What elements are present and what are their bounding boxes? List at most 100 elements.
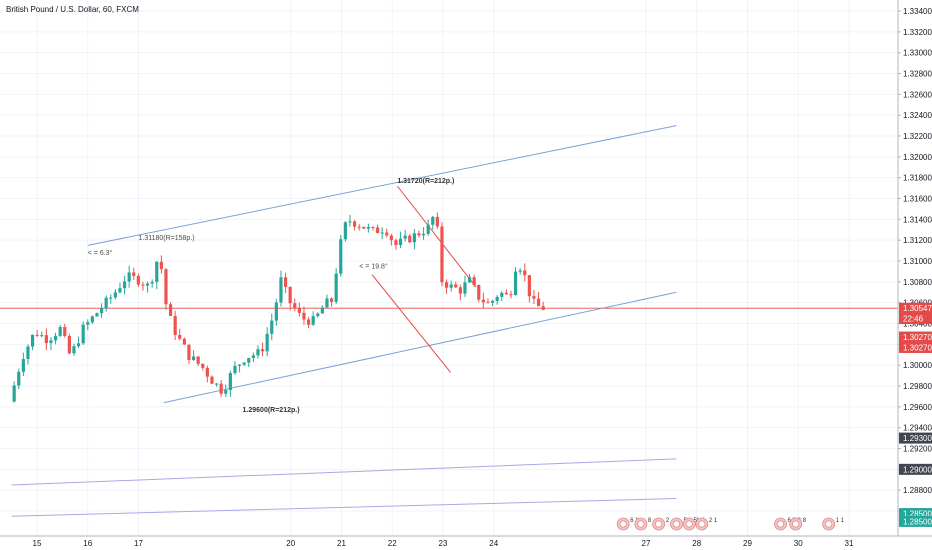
angle-label: < = 19.8° [359,262,388,270]
candle-up [256,345,260,359]
candle-up [334,268,338,305]
price-tag: 1.28500 [899,508,932,520]
event-badge[interactable]: 8 [789,517,807,531]
down-trend-line[interactable] [371,274,452,373]
candle-down [168,302,173,317]
candle-down [532,289,536,305]
candle-down [477,284,481,303]
candle-up [90,315,94,324]
price-tag-label: 1.30270 [903,343,932,352]
high-low-label: 1.31720(R=212p.) [397,178,454,185]
candle-down [541,301,545,311]
candle-up [500,291,504,302]
candle-down [486,298,490,304]
candle-up [237,364,242,373]
candle-up [214,382,219,387]
candle-down [260,342,265,357]
event-badge[interactable]: 1 1 [822,517,845,531]
candle-up [53,332,58,345]
channel-line[interactable] [163,291,677,404]
candle-up [343,221,347,242]
channel-line[interactable] [87,125,677,246]
candle-up [348,214,352,227]
y-tick-label: 1.32600 [903,90,932,99]
event-badge-count: 1 1 [836,518,845,524]
candle-down [67,333,71,355]
candle-down [178,328,182,341]
price-tag: 1.29300 [899,432,932,444]
x-tick-label: 15 [33,539,42,548]
y-tick-label: 1.28800 [903,486,932,495]
price-tag-label: 1.30547 [903,304,932,313]
candle-down [435,212,439,229]
x-tick-label: 17 [134,539,143,548]
price-tag-label: 1.29000 [903,465,932,474]
candle-up [109,294,113,304]
candle-up [270,313,274,341]
candle-up [228,370,232,397]
down-trend-line[interactable] [396,185,477,288]
event-badge[interactable]: 2 1 [695,517,718,531]
candle-down [302,306,306,325]
x-tick-label: 29 [743,539,752,548]
x-tick-label: 24 [489,539,498,548]
y-tick-label: 1.29400 [903,424,932,433]
candle-down [536,291,541,307]
candle-up [76,336,81,348]
y-tick-label: 1.31600 [903,195,932,204]
x-tick-label: 20 [286,539,295,548]
support-line[interactable] [11,458,677,486]
y-tick-label: 1.30000 [903,361,932,370]
price-tag: 1.30547 [899,302,932,314]
candle-up [86,319,90,331]
price-axis[interactable]: 1.33400 1.33200 1.33000 1.32800 1.32600 1.324… [897,0,932,536]
candle-up [495,295,499,305]
candle-up [155,261,159,290]
candle-down [141,281,145,291]
candle-up [467,273,472,284]
candle-up [242,362,246,367]
event-badge-count: 2 1 [709,518,718,524]
x-tick-label: 16 [83,539,92,548]
x-tick-label: 31 [845,539,854,548]
price-tag-label: 1.28500 [903,510,932,519]
candle-down [527,275,531,303]
event-badge[interactable]: 2 [652,517,670,531]
price-tag: 1.29000 [899,463,932,475]
event-badge-count: 2 [666,518,670,524]
price-tag-label: 1.29300 [903,434,932,443]
candle-down [329,297,334,307]
candle-up [403,229,407,242]
candle-up [431,215,435,230]
candle-up [150,279,154,288]
candle-up [398,231,403,248]
candle-down [481,292,485,309]
candle-up [58,324,62,338]
candle-down [63,323,67,338]
candle-up [122,275,127,295]
candle-down [454,281,458,288]
candle-up [21,352,25,377]
y-tick-label: 1.32800 [903,70,932,79]
candle-up [233,361,237,375]
candle-down [357,223,361,231]
candle-up [99,303,104,318]
candle-up [325,294,329,308]
candle-down [293,298,297,312]
event-badge[interactable]: 8 [634,517,652,531]
candle-down [306,316,311,329]
event-badge[interactable]: 6 1 [616,517,639,531]
support-line[interactable] [11,498,677,517]
event-badge-count: 8 [803,518,807,524]
candle-down [444,279,449,294]
candle-down [504,289,508,295]
time-axis[interactable]: 15 16 17 20 21 22 23 24 27 28 29 30 31 [0,535,932,548]
candle-up [191,350,196,361]
candle-up [118,282,122,294]
candle-up [95,312,99,317]
candle-down [472,274,476,287]
candle-down [132,267,136,280]
candle-down [205,365,209,383]
